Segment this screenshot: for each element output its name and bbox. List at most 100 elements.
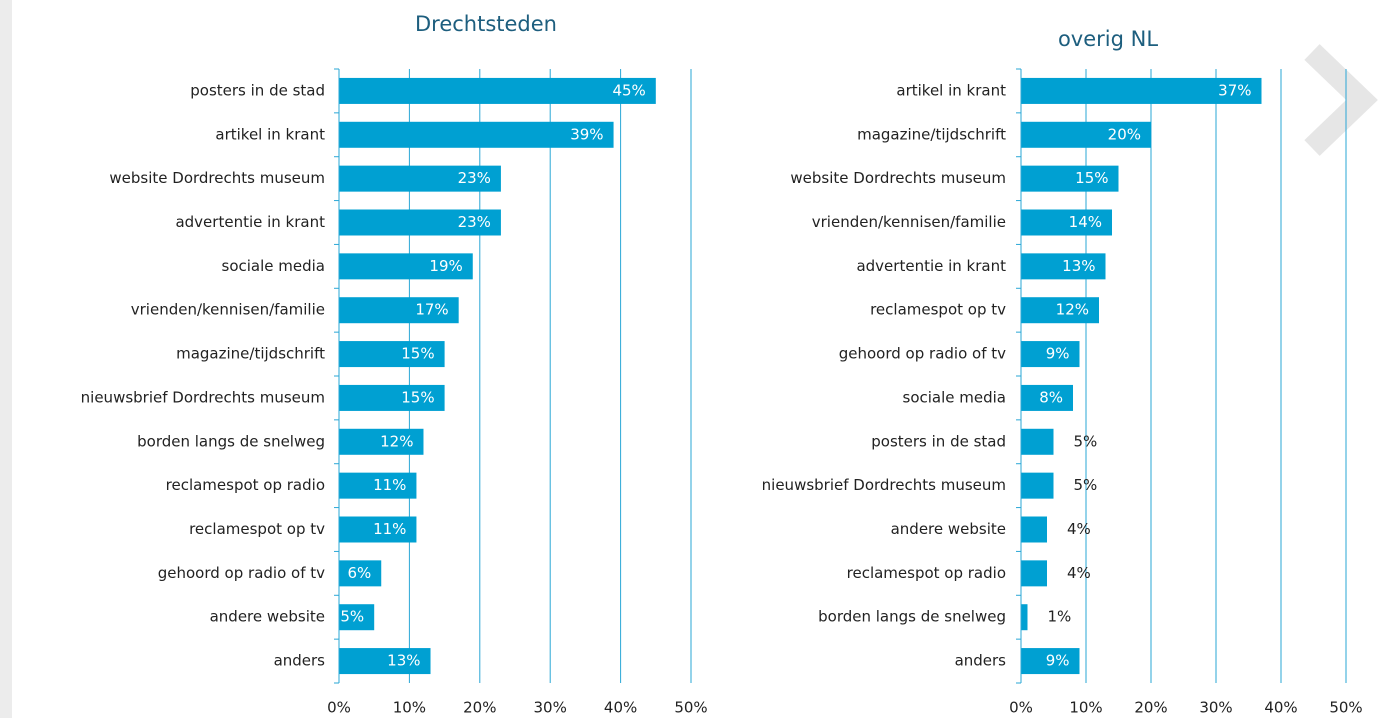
value-label: 12% bbox=[380, 432, 413, 450]
bar bbox=[339, 560, 382, 587]
value-label: 37% bbox=[1218, 81, 1251, 99]
value-label: 11% bbox=[373, 476, 406, 494]
bar bbox=[1021, 341, 1080, 368]
value-label: 8% bbox=[1039, 388, 1063, 406]
chart-title: overig NL bbox=[1058, 27, 1158, 51]
value-label: 4% bbox=[1067, 564, 1091, 582]
y-tick-label: andere website bbox=[891, 520, 1006, 538]
y-tick-label: anders bbox=[955, 652, 1007, 670]
y-tick-label: magazine/tijdschrift bbox=[176, 345, 325, 363]
x-tick-label: 30% bbox=[534, 699, 567, 717]
bar bbox=[339, 428, 424, 455]
side-strip bbox=[0, 0, 12, 718]
y-tick-label: andere website bbox=[210, 608, 325, 626]
bar bbox=[1021, 516, 1047, 543]
y-tick-label: website Dordrechts museum bbox=[790, 169, 1006, 187]
value-label: 5% bbox=[1074, 476, 1098, 494]
y-tick-label: advertentie in krant bbox=[856, 257, 1006, 275]
y-tick-label: sociale media bbox=[222, 257, 325, 275]
bar bbox=[1021, 253, 1106, 280]
bar bbox=[1021, 384, 1073, 411]
x-tick-label: 40% bbox=[1264, 699, 1297, 717]
bar bbox=[339, 121, 614, 148]
value-label: 17% bbox=[415, 301, 448, 319]
x-tick-label: 30% bbox=[1199, 699, 1232, 717]
value-label: 9% bbox=[1046, 652, 1070, 670]
y-tick-label: reclamespot op tv bbox=[870, 301, 1006, 319]
y-tick-label: reclamespot op tv bbox=[189, 520, 325, 538]
value-label: 11% bbox=[373, 520, 406, 538]
y-tick-label: reclamespot op radio bbox=[166, 476, 325, 494]
y-tick-label: anders bbox=[274, 652, 326, 670]
bar bbox=[339, 77, 656, 104]
y-tick-label: nieuwsbrief Dordrechts museum bbox=[81, 388, 325, 406]
value-label: 4% bbox=[1067, 520, 1091, 538]
y-tick-label: advertentie in krant bbox=[175, 213, 325, 231]
x-tick-label: 0% bbox=[327, 699, 351, 717]
bar bbox=[339, 384, 445, 411]
value-label: 20% bbox=[1108, 125, 1141, 143]
value-label: 39% bbox=[570, 125, 603, 143]
next-chevron bbox=[1304, 44, 1378, 156]
bar bbox=[339, 341, 445, 368]
bar bbox=[1021, 428, 1054, 455]
y-tick-label: artikel in krant bbox=[896, 81, 1006, 99]
bar bbox=[1021, 209, 1112, 236]
bar bbox=[339, 253, 473, 280]
x-tick-label: 20% bbox=[463, 699, 496, 717]
value-label: 13% bbox=[387, 652, 420, 670]
x-tick-label: 50% bbox=[1329, 699, 1362, 717]
bar bbox=[1021, 77, 1262, 104]
bar bbox=[339, 209, 501, 236]
y-tick-label: nieuwsbrief Dordrechts museum bbox=[762, 476, 1006, 494]
bar bbox=[339, 648, 431, 675]
bar bbox=[1021, 648, 1080, 675]
bar bbox=[339, 516, 417, 543]
bar bbox=[1021, 560, 1047, 587]
y-tick-label: gehoord op radio of tv bbox=[158, 564, 325, 582]
chart-title: Drechtsteden bbox=[415, 12, 557, 36]
y-tick-label: borden langs de snelweg bbox=[137, 432, 325, 450]
value-label: 12% bbox=[1056, 301, 1089, 319]
x-tick-label: 10% bbox=[393, 699, 426, 717]
x-tick-label: 0% bbox=[1009, 699, 1033, 717]
x-tick-label: 10% bbox=[1069, 699, 1102, 717]
bar bbox=[1021, 165, 1119, 192]
value-label: 45% bbox=[612, 81, 645, 99]
y-tick-label: vrienden/kennisen/familie bbox=[131, 301, 325, 319]
y-tick-label: artikel in krant bbox=[215, 125, 325, 143]
value-label: 23% bbox=[458, 169, 491, 187]
bar bbox=[1021, 472, 1054, 499]
x-tick-label: 50% bbox=[674, 699, 707, 717]
y-tick-label: website Dordrechts museum bbox=[109, 169, 325, 187]
y-tick-label: vrienden/kennisen/familie bbox=[812, 213, 1006, 231]
y-tick-label: borden langs de snelweg bbox=[818, 608, 1006, 626]
value-label: 15% bbox=[401, 388, 434, 406]
bar bbox=[339, 297, 459, 324]
value-label: 23% bbox=[458, 213, 491, 231]
value-label: 14% bbox=[1069, 213, 1102, 231]
x-tick-label: 20% bbox=[1134, 699, 1167, 717]
y-tick-label: posters in de stad bbox=[871, 432, 1006, 450]
value-label: 9% bbox=[1046, 345, 1070, 363]
y-tick-label: magazine/tijdschrift bbox=[857, 125, 1006, 143]
value-label: 5% bbox=[1074, 432, 1098, 450]
value-label: 13% bbox=[1062, 257, 1095, 275]
bar bbox=[339, 604, 375, 631]
x-tick-label: 40% bbox=[604, 699, 637, 717]
y-tick-label: sociale media bbox=[903, 388, 1006, 406]
value-label: 15% bbox=[401, 345, 434, 363]
bar bbox=[339, 165, 501, 192]
y-tick-label: posters in de stad bbox=[190, 81, 325, 99]
y-tick-label: gehoord op radio of tv bbox=[839, 345, 1006, 363]
y-tick-label: reclamespot op radio bbox=[847, 564, 1006, 582]
value-label: 5% bbox=[340, 608, 364, 626]
bar bbox=[339, 472, 417, 499]
value-label: 15% bbox=[1075, 169, 1108, 187]
value-label: 6% bbox=[347, 564, 371, 582]
bar bbox=[1021, 297, 1099, 324]
bar bbox=[1021, 121, 1151, 148]
value-label: 1% bbox=[1048, 608, 1072, 626]
bar bbox=[1021, 604, 1028, 631]
